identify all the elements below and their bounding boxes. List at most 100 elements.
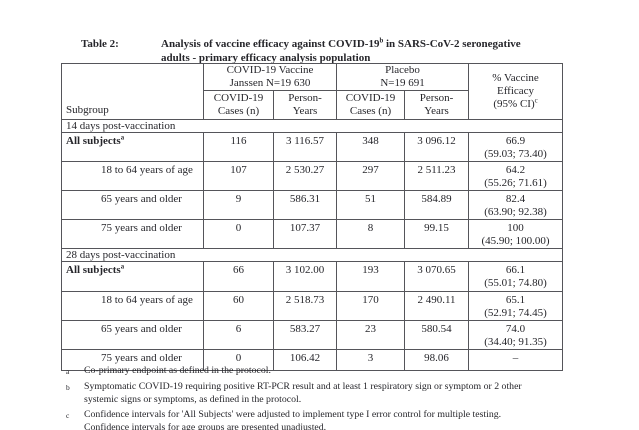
placebo-person-years-cell: 99.15 (404, 219, 470, 249)
subgroup-cell: 18 to 64 years of age (61, 161, 204, 191)
placebo-cases-cell: 348 (336, 132, 406, 162)
vaccine-person-years-cell: 3 116.57 (272, 132, 338, 162)
subgroup-cell: All subjectsa (61, 261, 204, 292)
section-header-row: 28 days post-vaccination (60, 248, 564, 262)
table-row: 65 years and older 6 583.27 23 580.54 74… (61, 320, 564, 350)
vaccine-group-header: COVID-19 Vaccine Janssen N=19 630 (202, 63, 338, 91)
ve-ci: (55.26; 71.61) (484, 177, 547, 189)
placebo-group-header: Placebo N=19 691 (336, 63, 470, 91)
ve-ci: (34.40; 91.35) (484, 336, 547, 348)
efficacy-table: Subgroup COVID-19 Vaccine Janssen N=19 6… (60, 63, 564, 371)
footnote-line: systemic signs or symptoms, as defined i… (84, 394, 302, 405)
vaccine-efficacy-cell: 74.0 (34.40; 91.35) (468, 320, 564, 350)
footnote-line: Confidence intervals for 'All Subjects' … (84, 408, 502, 420)
ve-value: 65.1 (505, 294, 526, 306)
vaccine-cases-header: COVID-19 Cases (n) (203, 90, 274, 120)
ve-value: 66.9 (505, 135, 526, 147)
footnote-ref-a: a (120, 263, 125, 271)
table-title-line1: Analysis of vaccine efficacy against COV… (161, 37, 521, 50)
vaccine-cases-cell: 0 (203, 219, 274, 249)
subgroup-cell: 75 years and older (61, 349, 204, 371)
vaccine-person-years-cell: 586.31 (272, 190, 338, 220)
section-header-28-days: 28 days post-vaccination (60, 248, 564, 262)
ve-ci: (63.90; 92.38) (484, 206, 547, 218)
ve-value: 100 (507, 222, 524, 234)
subgroup-cell: 75 years and older (61, 219, 204, 249)
vaccine-cases-cell: 116 (203, 132, 274, 162)
table-title-label: Table 2: (81, 38, 119, 50)
vaccine-person-years-cell: 107.37 (272, 219, 338, 249)
vaccine-person-years-cell: 106.42 (272, 349, 338, 371)
header-group-row: Subgroup COVID-19 Vaccine Janssen N=19 6… (61, 63, 564, 120)
footnote-line: Confidence intervals for age groups are … (84, 422, 327, 430)
table-row: 18 to 64 years of age 107 2 530.27 297 2… (61, 161, 564, 191)
vaccine-person-years-cell: 2 518.73 (272, 291, 338, 321)
vaccine-cases-cell: 107 (203, 161, 274, 191)
table-title-text: Analysis of vaccine efficacy against COV… (161, 37, 521, 65)
table-row: All subjectsa 66 3 102.00 193 3 070.65 6… (61, 261, 564, 292)
placebo-cases-cell: 193 (336, 261, 406, 292)
vaccine-cases-cell: 6 (203, 320, 274, 350)
ve-value: 74.0 (505, 323, 526, 335)
footnote-ref-a: a (120, 134, 125, 142)
subgroup-cell: 18 to 64 years of age (61, 291, 204, 321)
ve-ci: (52.91; 74.45) (484, 307, 547, 319)
placebo-cases-cell: 170 (336, 291, 406, 321)
ve-value: 82.4 (505, 193, 526, 205)
ve-value: – (512, 352, 519, 364)
footnote-marker: c (66, 410, 70, 420)
placebo-person-years-cell: 2 511.23 (404, 161, 470, 191)
vaccine-cases-cell: 9 (203, 190, 274, 220)
vaccine-efficacy-cell: 65.1 (52.91; 74.45) (468, 291, 564, 321)
header-sub-row: COVID-19 Cases (n) Person- Years COVID-1… (62, 90, 563, 120)
vaccine-person-years-cell: 2 530.27 (272, 161, 338, 191)
placebo-person-years-cell: 2 490.11 (404, 291, 470, 321)
footnote-line: Symptomatic COVID-19 requiring positive … (84, 380, 522, 392)
subgroup-cell: All subjectsa (61, 132, 204, 162)
placebo-person-years-cell: 3 070.65 (404, 261, 470, 292)
vaccine-efficacy-cell: 100 (45.90; 100.00) (468, 219, 564, 249)
section-header-14-days: 14 days post-vaccination (60, 119, 564, 133)
vaccine-efficacy-cell: 64.2 (55.26; 71.61) (468, 161, 564, 191)
vaccine-efficacy-cell: 66.9 (59.03; 73.40) (468, 132, 564, 162)
placebo-cases-cell: 297 (336, 161, 406, 191)
vaccine-efficacy-cell: 82.4 (63.90; 92.38) (468, 190, 564, 220)
vaccine-cases-cell: 66 (203, 261, 274, 292)
vaccine-person-years-cell: 583.27 (272, 320, 338, 350)
section-header-row: 14 days post-vaccination (60, 119, 564, 133)
footnote-a: a Co-primary endpoint as defined in the … (64, 364, 624, 379)
table-title: Table 2: Analysis of vaccine efficacy ag… (81, 37, 521, 65)
vaccine-efficacy-cell: – (468, 349, 564, 371)
placebo-person-years-cell: 580.54 (404, 320, 470, 350)
vaccine-efficacy-cell: 66.1 (55.01; 74.80) (468, 261, 564, 292)
footnote-marker: b (66, 382, 70, 392)
ve-value: 64.2 (505, 164, 526, 176)
subgroup-header: Subgroup (61, 63, 204, 120)
ve-ci: (55.01; 74.80) (484, 277, 547, 289)
footnotes: a Co-primary endpoint as defined in the … (64, 364, 624, 430)
subgroup-cell: 65 years and older (61, 190, 204, 220)
placebo-person-years-cell: 584.89 (404, 190, 470, 220)
ve-value: 66.1 (505, 264, 526, 276)
footnote-line: Co-primary endpoint as defined in the pr… (84, 365, 271, 376)
footnote-marker: a (66, 367, 70, 376)
vaccine-person-years-cell: 3 102.00 (272, 261, 338, 292)
subgroup-cell: 65 years and older (61, 320, 204, 350)
vaccine-cases-cell: 60 (203, 291, 274, 321)
ve-ci: (45.90; 100.00) (481, 235, 550, 247)
footnote-c: c Confidence intervals for 'All Subjects… (64, 408, 624, 430)
table-title-line2: adults - primary efficacy analysis popul… (161, 52, 371, 64)
table-row: 18 to 64 years of age 60 2 518.73 170 2 … (61, 291, 564, 321)
ve-ci: (59.03; 73.40) (484, 148, 547, 160)
placebo-person-years-cell: 98.06 (404, 349, 470, 371)
vaccine-person-years-header: Person- Years (272, 90, 338, 120)
placebo-cases-cell: 8 (336, 219, 406, 249)
table-row: 65 years and older 9 586.31 51 584.89 82… (61, 190, 564, 220)
table-row: All subjectsa 116 3 116.57 348 3 096.12 … (61, 132, 564, 162)
footnote-ref-c: c (534, 97, 538, 105)
placebo-cases-header: COVID-19 Cases (n) (336, 90, 406, 120)
table-row: 75 years and older 0 106.42 3 98.06 – (61, 349, 564, 371)
placebo-person-years-cell: 3 096.12 (404, 132, 470, 162)
footnote-b: b Symptomatic COVID-19 requiring positiv… (64, 380, 624, 407)
placebo-cases-cell: 23 (336, 320, 406, 350)
